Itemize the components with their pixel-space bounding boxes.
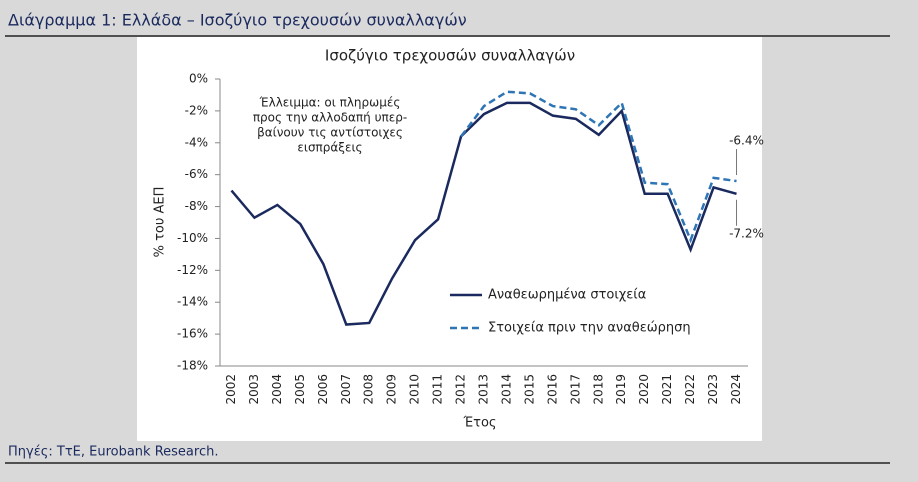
x-tick-label: 2011 bbox=[431, 374, 445, 405]
y-tick-label: -18% bbox=[177, 359, 208, 373]
legend-label: Στοιχεία πριν την αναθεώρηση bbox=[488, 321, 691, 336]
x-tick-label: 2009 bbox=[385, 374, 399, 405]
x-tick-label: 2022 bbox=[683, 374, 697, 405]
annotation: προς την αλλοδαπή υπερ- bbox=[253, 111, 407, 125]
legend-label: Αναθεωρημένα στοιχεία bbox=[488, 288, 646, 303]
y-tick-label: -12% bbox=[177, 263, 208, 277]
chart-title: Ισοζύγιο τρεχουσών συναλλαγών bbox=[325, 47, 575, 65]
y-tick-label: -14% bbox=[177, 295, 208, 309]
y-tick-label: -10% bbox=[177, 231, 208, 245]
x-tick-label: 2007 bbox=[339, 374, 353, 405]
y-tick-label: -2% bbox=[185, 103, 208, 117]
y-axis-label: % του ΑΕΠ bbox=[153, 187, 168, 258]
chart-panel bbox=[137, 37, 762, 441]
y-tick-label: -8% bbox=[185, 199, 208, 213]
x-tick-label: 2004 bbox=[270, 374, 284, 405]
source: Πηγές: ΤτΕ, Eurobank Research. bbox=[8, 445, 218, 460]
x-tick-label: 2019 bbox=[614, 374, 628, 405]
x-tick-label: 2014 bbox=[499, 374, 513, 405]
x-tick-label: 2003 bbox=[247, 374, 261, 405]
x-tick-label: 2006 bbox=[316, 374, 330, 405]
y-tick-label: -16% bbox=[177, 327, 208, 341]
x-tick-label: 2010 bbox=[408, 374, 422, 405]
y-tick-label: -6% bbox=[185, 167, 208, 181]
x-tick-label: 2005 bbox=[293, 374, 307, 405]
figure-title: Διάγραμμα 1: Ελλάδα – Ισοζύγιο τρεχουσών… bbox=[8, 11, 467, 30]
series-line bbox=[230, 101, 737, 326]
value-label: -6.4% bbox=[729, 134, 764, 148]
x-tick-label: 2018 bbox=[591, 374, 605, 405]
annotation: Έλλειμμα: οι πληρωμές bbox=[259, 96, 401, 110]
y-tick-label: 0% bbox=[189, 72, 208, 86]
x-tick-label: 2013 bbox=[477, 374, 491, 405]
x-tick-label: 2021 bbox=[660, 374, 674, 405]
x-tick-label: 2008 bbox=[362, 374, 376, 405]
y-tick-label: -4% bbox=[185, 135, 208, 149]
x-tick-label: 2002 bbox=[224, 374, 238, 405]
x-tick-label: 2015 bbox=[522, 374, 536, 405]
x-tick-label: 2020 bbox=[637, 374, 651, 405]
series-line bbox=[460, 90, 737, 244]
annotation: βαίνουν τις αντίστοιχες bbox=[257, 126, 403, 140]
value-label: -7.2% bbox=[729, 226, 764, 240]
x-tick-label: 2024 bbox=[729, 374, 743, 405]
x-tick-label: 2016 bbox=[545, 374, 559, 405]
annotation: εισπράξεις bbox=[297, 141, 362, 155]
x-tick-label: 2023 bbox=[706, 374, 720, 405]
x-axis-label: Έτος bbox=[462, 416, 496, 431]
x-tick-label: 2017 bbox=[568, 374, 582, 405]
x-tick-label: 2012 bbox=[454, 374, 468, 405]
